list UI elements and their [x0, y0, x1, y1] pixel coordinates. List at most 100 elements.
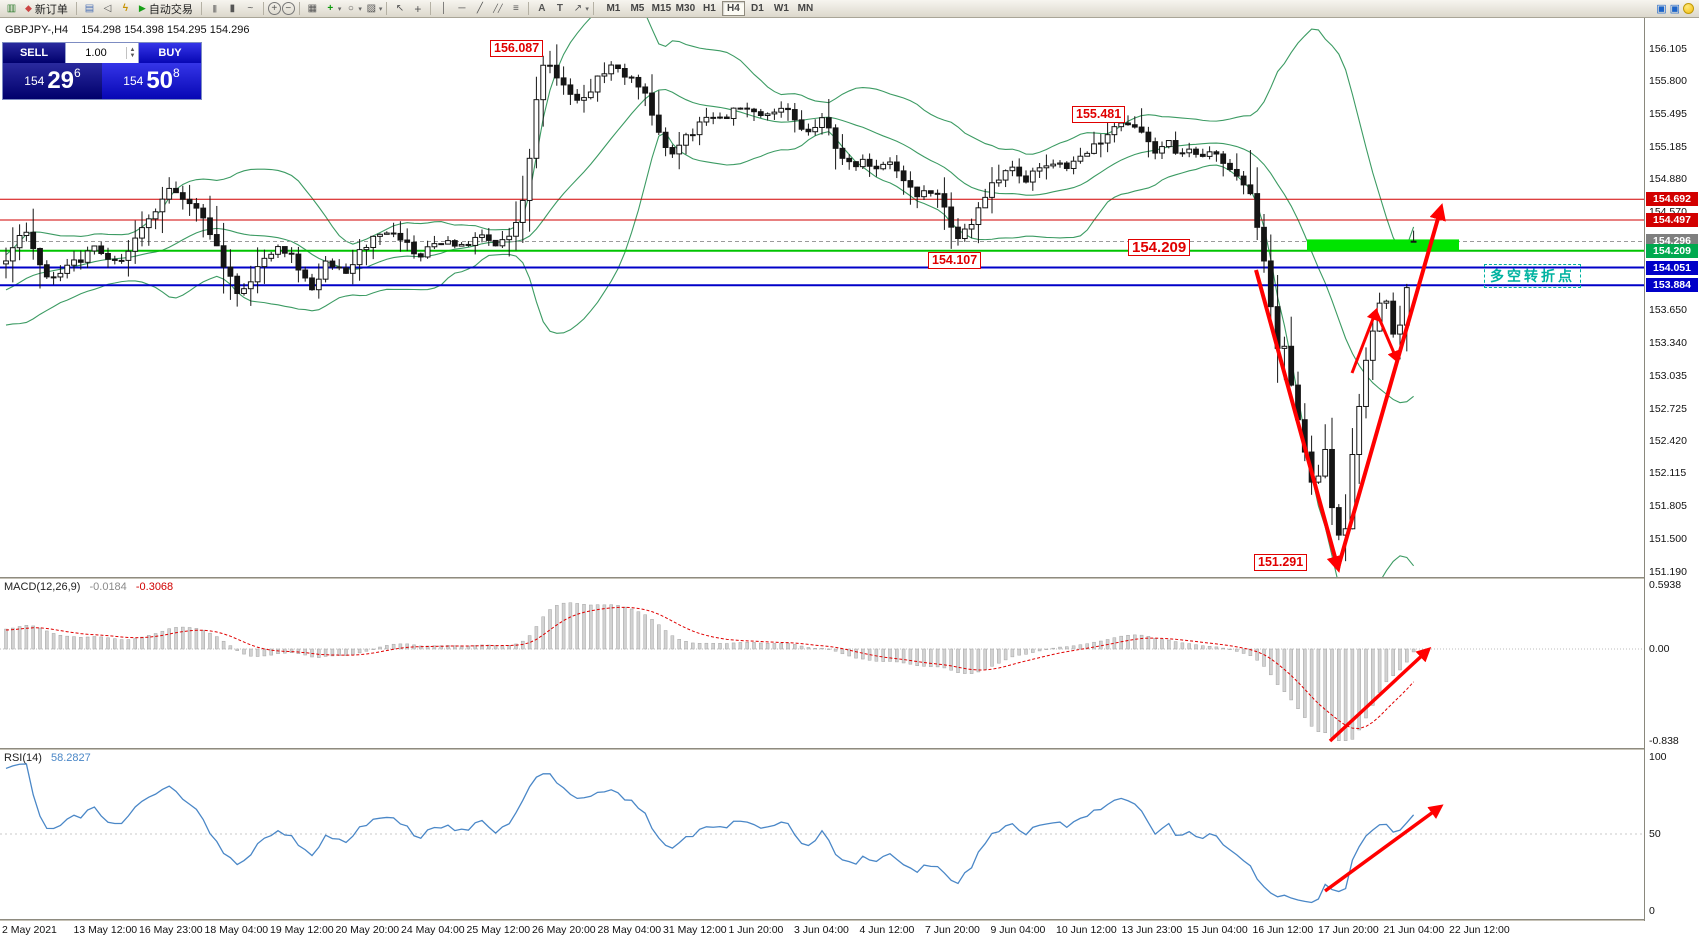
price-callout-151.291[interactable]: 151.291	[1254, 554, 1308, 571]
tile-windows-icon[interactable]: ▦	[307, 2, 318, 14]
chart-window-icon[interactable]: ▣	[1656, 3, 1667, 15]
price-tag-153.884: 153.884	[1646, 278, 1698, 293]
candlestick-chart-icon[interactable]: ▮	[229, 2, 236, 14]
indicator-scale-label: 100	[1649, 751, 1667, 763]
timeframe-H1[interactable]: H1	[703, 3, 716, 14]
periods-icon[interactable]: ○	[347, 2, 354, 14]
arrows-tool-icon[interactable]: ↗	[573, 2, 583, 14]
macd-value-signal: -0.3068	[135, 581, 174, 593]
new-order-button[interactable]: ◆ 新订单	[21, 1, 72, 17]
cursor-icon[interactable]: ↖	[395, 2, 405, 14]
price-callout-155.481[interactable]: 155.481	[1072, 106, 1126, 123]
timeframe-group: M1 M5 M15 M30 H1 H4 D1 W1 MN	[602, 1, 817, 16]
toolbar-separator	[592, 2, 594, 15]
buy-button[interactable]: BUY	[139, 43, 201, 63]
indicator-scale-label: 50	[1649, 828, 1661, 840]
volume-down-icon[interactable]: ▼	[129, 53, 136, 59]
channel-icon[interactable]: ╱╱	[493, 3, 503, 13]
sell-button[interactable]: SELL	[3, 43, 65, 63]
sell-price[interactable]: 154 29 6	[3, 63, 102, 99]
price-callout-154.209[interactable]: 154.209	[1128, 239, 1191, 256]
time-axis-label: 20 May 20:00	[335, 924, 400, 936]
volume-value[interactable]: 1.00	[85, 47, 107, 59]
buy-price-main: 154	[123, 74, 144, 88]
buy-price[interactable]: 154 50 8	[102, 63, 201, 99]
horizontal-line-icon[interactable]: ─	[458, 2, 466, 14]
price-scale-label: 155.185	[1649, 140, 1687, 153]
toolbar-separator	[200, 2, 202, 15]
autotrading-button[interactable]: ▶ 自动交易	[135, 1, 197, 17]
time-axis-label: 13 May 12:00	[73, 924, 138, 936]
indicators-caret-icon[interactable]: ▾	[337, 5, 342, 13]
price-scale-label: 151.805	[1649, 500, 1687, 513]
timeframe-D1[interactable]: D1	[751, 3, 764, 14]
autotrading-play-icon: ▶	[138, 3, 146, 13]
timeframe-M30[interactable]: M30	[675, 3, 696, 14]
price-callout-154.107[interactable]: 154.107	[928, 252, 982, 269]
macd-trend-arrow[interactable]	[1328, 646, 1432, 743]
indicators-icon[interactable]: +	[327, 2, 334, 14]
timeframe-M5[interactable]: M5	[630, 3, 645, 14]
notification-icon[interactable]	[1683, 3, 1694, 14]
macd-panel[interactable]	[0, 579, 1644, 748]
market-window-icon[interactable]: ▣	[1669, 3, 1680, 15]
volume-up-icon[interactable]: ▲	[129, 47, 136, 53]
zoom-in-icon[interactable]: +	[267, 2, 281, 15]
sell-price-main: 154	[24, 74, 45, 88]
panel-separator[interactable]	[0, 748, 1699, 750]
price-scale-label: 151.190	[1649, 565, 1687, 578]
vertical-line-icon[interactable]: │	[440, 2, 448, 14]
price-axis[interactable]: 156.105155.800155.495155.185154.880154.5…	[1644, 18, 1699, 921]
trend-arrow[interactable]	[1336, 203, 1446, 569]
indicator-scale-label: 0.00	[1649, 643, 1670, 655]
arrows-caret-icon[interactable]: ▾	[585, 5, 589, 13]
trend-arrow[interactable]	[1374, 310, 1400, 364]
text-label-icon[interactable]: T	[556, 2, 563, 14]
trend-arrow[interactable]	[1350, 307, 1379, 374]
time-axis-label: 22 Jun 12:00	[1449, 924, 1510, 936]
timeframe-MN[interactable]: MN	[797, 3, 814, 14]
main-chart[interactable]	[0, 18, 1644, 577]
time-axis[interactable]: 2 May 2021 13 May 12:00 16 May 23:00 18 May…	[0, 921, 1699, 939]
toolbar-separator	[298, 2, 300, 15]
periods-caret-icon[interactable]: ▾	[358, 5, 362, 13]
timeframe-M15[interactable]: M15	[651, 3, 672, 14]
megaphone-icon[interactable]: ◁	[103, 2, 112, 14]
timeframe-M1[interactable]: M1	[606, 3, 621, 14]
turning-point-note[interactable]: 多空转折点	[1484, 264, 1581, 288]
highlight-zone[interactable]	[1307, 239, 1459, 251]
trend-arrow[interactable]	[1254, 269, 1343, 573]
panel-separator[interactable]	[0, 919, 1699, 921]
lightning-icon[interactable]: ϟ	[122, 2, 129, 14]
templates-caret-icon[interactable]: ▾	[378, 5, 383, 13]
bollinger-lower-band	[5, 131, 1415, 577]
volume-field[interactable]: 1.00 ▲ ▼	[65, 43, 139, 63]
time-axis-label: 4 Jun 12:00	[859, 924, 915, 936]
toolbar-separator	[528, 2, 530, 15]
rsi-name: RSI(14)	[4, 752, 42, 764]
crosshair-icon[interactable]: +	[414, 1, 422, 16]
timeframe-H4[interactable]: H4	[721, 1, 745, 16]
panel-separator[interactable]	[0, 577, 1699, 579]
bar-chart-icon[interactable]: |||	[212, 3, 217, 13]
text-tool-icon[interactable]: A	[538, 2, 546, 14]
toolbar: ▥ ◆ 新订单 ▤ ◁ ϟ ▶ 自动交易 ||| ▮ ~ + − ▦ + ▾ ○ ▾…	[0, 0, 1699, 18]
fibonacci-icon[interactable]: ≡	[512, 2, 519, 14]
line-chart-icon[interactable]: ~	[247, 2, 254, 14]
templates-icon[interactable]: ▨	[366, 2, 377, 14]
trendline-icon[interactable]: ╱	[476, 2, 483, 14]
macd-label: MACD(12,26,9) -0.0184 -0.3068	[4, 581, 173, 593]
price-scale-label: 153.340	[1649, 337, 1687, 350]
toolbar-right-group: ▣ ▣	[1656, 2, 1696, 15]
timeframe-W1[interactable]: W1	[773, 3, 789, 14]
zoom-out-icon[interactable]: −	[281, 2, 295, 15]
rsi-panel[interactable]	[0, 750, 1644, 919]
book-icon[interactable]: ▤	[84, 2, 95, 14]
rsi-trend-arrow[interactable]	[1323, 804, 1444, 893]
volume-stepper[interactable]: ▲ ▼	[126, 47, 138, 59]
price-callout-156.087[interactable]: 156.087	[490, 40, 544, 57]
time-axis-label: 21 Jun 04:00	[1383, 924, 1445, 936]
rsi-line	[5, 763, 1415, 904]
price-scale-label: 155.495	[1649, 107, 1687, 120]
